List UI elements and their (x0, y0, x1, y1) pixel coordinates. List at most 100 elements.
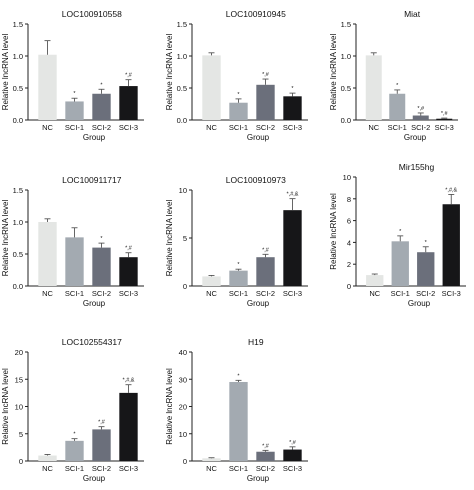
bar-sci-1 (229, 270, 248, 286)
x-tick-label: SCI-2 (256, 289, 275, 298)
y-tick-label: 0 (347, 282, 351, 291)
chart-title: LOC100910945 (226, 9, 286, 19)
bar-sci-2 (412, 115, 429, 120)
bar-sci-3 (283, 96, 302, 120)
y-tick-label: 1.5 (177, 20, 187, 29)
x-axis-label: Group (247, 299, 270, 308)
x-tick-label: SCI-3 (283, 464, 302, 473)
y-tick-label: 0.5 (13, 84, 23, 93)
x-tick-label: SCI-3 (283, 123, 302, 132)
x-tick-label: SCI-1 (229, 289, 248, 298)
y-tick-label: 1.0 (341, 52, 351, 61)
y-tick-label: 10 (15, 403, 23, 412)
y-tick-label: 0 (183, 457, 187, 466)
y-tick-label: 10 (179, 186, 187, 195)
y-tick-label: 0.0 (341, 116, 351, 125)
y-tick-label: 1.0 (177, 52, 187, 61)
significance-mark: *,#,& (445, 187, 457, 193)
y-axis-label: Relative lncRNA level (1, 34, 10, 111)
x-tick-label: SCI-1 (391, 289, 410, 298)
x-tick-label: NC (369, 289, 380, 298)
bar-sci-2 (92, 93, 111, 120)
bar-sci-3 (283, 210, 302, 286)
y-tick-label: 1.5 (341, 20, 351, 29)
chart-title: LOC102554317 (62, 337, 122, 347)
bar-sci-3 (283, 449, 302, 461)
x-tick-label: SCI-1 (65, 464, 84, 473)
x-axis-label: Group (247, 133, 270, 142)
y-tick-label: 0.5 (13, 250, 23, 259)
significance-mark: * (237, 373, 240, 379)
chart-title: LOC100910973 (226, 175, 286, 185)
bar-nc (202, 458, 221, 461)
x-tick-label: NC (206, 289, 217, 298)
x-tick-label: SCI-2 (256, 123, 275, 132)
significance-mark: *,# (262, 72, 270, 78)
bar-sci-2 (256, 451, 275, 461)
x-axis-label: Group (408, 299, 431, 308)
bar-sci-2 (92, 247, 111, 286)
chart-panel-2: 0.0 0.5 1.0 1.5 LOC100910945 Relative lncRNA … (165, 9, 308, 142)
bar-sci-1 (65, 237, 84, 286)
x-tick-label: SCI-3 (119, 289, 138, 298)
x-tick-label: SCI-2 (92, 464, 111, 473)
y-tick-label: 1.5 (13, 186, 23, 195)
bar-sci-1 (389, 93, 406, 120)
x-tick-label: SCI-2 (92, 123, 111, 132)
chart-panel-7: 0 5 10 15 20 LOC102554317 Relative lncRNA leve… (1, 337, 144, 483)
significance-mark: * (291, 86, 294, 92)
x-tick-label: NC (42, 289, 53, 298)
bar-sci-3 (442, 204, 460, 286)
y-tick-label: 15 (15, 375, 23, 384)
x-tick-label: SCI-1 (388, 123, 407, 132)
bar-sci-3 (119, 392, 138, 461)
chart-title: H19 (248, 337, 264, 347)
chart-title: Mir155hg (399, 162, 435, 172)
x-tick-label: NC (42, 464, 53, 473)
x-tick-label: SCI-2 (256, 464, 275, 473)
x-tick-label: SCI-3 (442, 289, 461, 298)
y-tick-label: 2 (347, 260, 351, 269)
significance-mark: * (73, 432, 76, 438)
x-tick-label: SCI-3 (435, 123, 454, 132)
bar-sci-1 (229, 381, 248, 461)
x-tick-label: SCI-3 (119, 464, 138, 473)
bar-sci-2 (417, 252, 435, 286)
bar-sci-1 (65, 101, 84, 120)
y-tick-label: 4 (347, 238, 351, 247)
significance-mark: * (237, 262, 240, 268)
y-tick-label: 1.0 (13, 218, 23, 227)
significance-mark: * (425, 240, 428, 246)
significance-mark: *,# (417, 106, 425, 112)
x-tick-label: SCI-3 (283, 289, 302, 298)
y-tick-label: 0.0 (13, 116, 23, 125)
x-tick-label: NC (42, 123, 53, 132)
chart-title: LOC100910558 (62, 9, 122, 19)
x-axis-label: Group (247, 474, 270, 483)
y-tick-label: 0.5 (177, 84, 187, 93)
bar-nc (202, 276, 221, 286)
y-tick-label: 8 (347, 195, 351, 204)
significance-mark: * (100, 236, 103, 242)
significance-mark: * (100, 82, 103, 88)
bar-nc (38, 455, 57, 461)
x-tick-label: SCI-1 (65, 289, 84, 298)
y-tick-label: 10 (179, 430, 187, 439)
bar-nc (365, 55, 382, 120)
chart-panel-8: 0 10 20 30 40 H19 Relative lncRNA level NC * SCI-… (165, 337, 308, 483)
y-tick-label: 0.0 (13, 282, 23, 291)
y-tick-label: 40 (179, 348, 187, 357)
significance-mark: * (396, 83, 399, 89)
significance-mark: *,#,& (287, 192, 299, 198)
y-tick-label: 6 (347, 217, 351, 226)
y-tick-label: 5 (183, 234, 187, 243)
significance-mark: *,# (441, 111, 449, 117)
significance-mark: *,#,& (123, 378, 135, 384)
y-axis-label: Relative lncRNA level (165, 34, 174, 111)
x-tick-label: SCI-2 (416, 289, 435, 298)
y-tick-label: 0 (183, 282, 187, 291)
bar-sci-3 (119, 86, 138, 120)
significance-mark: *,# (98, 420, 106, 426)
significance-mark: *,# (262, 443, 270, 449)
x-tick-label: SCI-2 (92, 289, 111, 298)
